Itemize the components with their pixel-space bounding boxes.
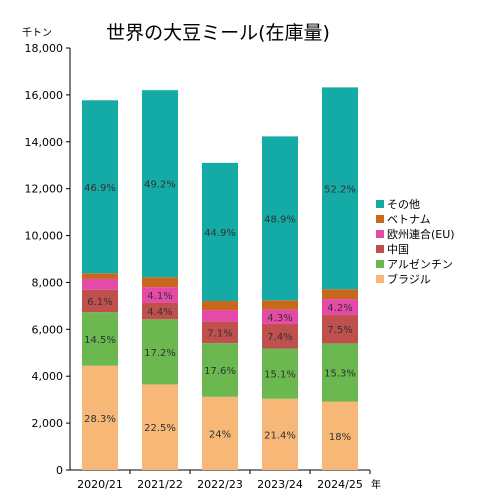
legend-label: アルゼンチン xyxy=(387,258,453,271)
bar-segment xyxy=(202,343,238,397)
data-label: 7.1% xyxy=(207,328,232,339)
bar-segment xyxy=(202,310,238,322)
y-tick-label: 10,000 xyxy=(25,230,64,243)
bar-segment xyxy=(82,365,118,470)
bar-segment xyxy=(262,300,298,310)
data-label: 52.2% xyxy=(324,184,356,195)
y-tick-label: 2,000 xyxy=(32,417,64,430)
bar-segment xyxy=(262,398,298,470)
bar-segment xyxy=(322,401,358,470)
data-label: 14.5% xyxy=(84,335,116,346)
data-label: 46.9% xyxy=(84,183,116,194)
x-tick-label: 2022/23 xyxy=(197,478,243,491)
bar-segment xyxy=(82,273,118,279)
legend-swatch xyxy=(376,200,384,208)
bar-segment xyxy=(82,278,118,290)
bar-segment xyxy=(322,315,358,344)
x-axis-ticks: 2020/21 2021/22 2022/23 2023/24 2024/25 xyxy=(77,470,371,491)
bar-segment xyxy=(322,343,358,402)
y-tick-label: 16,000 xyxy=(25,89,64,102)
bar-segment xyxy=(202,396,238,470)
data-label: 4.1% xyxy=(147,291,172,302)
bar-segment xyxy=(262,323,298,349)
x-tick-label: 2020/21 xyxy=(77,478,123,491)
data-label: 17.6% xyxy=(204,366,236,377)
bar-segment xyxy=(82,289,118,313)
data-label: 17.2% xyxy=(144,348,176,359)
y-tick-label: 12,000 xyxy=(25,183,64,196)
legend-label: ベトナム xyxy=(387,213,431,226)
bar-segment xyxy=(202,162,238,301)
data-label: 44.9% xyxy=(204,228,236,239)
data-label: 4.3% xyxy=(267,313,292,324)
data-label: 4.4% xyxy=(147,307,172,318)
bar-segment xyxy=(202,300,238,311)
y-tick-label: 6,000 xyxy=(32,323,64,336)
bar-stacks: 28.3% 14.5% 6.1% 46.9% 22.5% 17.2% 4.4% 4.1% 49.… xyxy=(82,87,358,470)
y-tick-label: 8,000 xyxy=(32,276,64,289)
bar-segment xyxy=(262,348,298,399)
bar-segment xyxy=(142,302,178,320)
data-label: 4.2% xyxy=(327,303,352,314)
data-label: 24% xyxy=(209,429,231,440)
y-tick-label: 14,000 xyxy=(25,136,64,149)
bar-segment xyxy=(142,384,178,470)
data-label: 7.4% xyxy=(267,332,292,343)
legend-label: 欧州連合(EU) xyxy=(387,227,455,241)
bar-segment xyxy=(142,90,178,278)
bar-segment xyxy=(322,87,358,290)
legend-label: 中国 xyxy=(387,243,409,256)
bar-segment xyxy=(82,312,118,366)
data-label: 7.5% xyxy=(327,325,352,336)
data-label: 6.1% xyxy=(87,297,112,308)
data-label: 21.4% xyxy=(264,430,296,441)
bar-segment xyxy=(142,287,178,303)
y-tick-label: 0 xyxy=(56,464,63,477)
data-label: 18% xyxy=(329,432,351,443)
data-label: 49.2% xyxy=(144,180,176,191)
chart-title: 世界の大豆ミール(在庫量) xyxy=(106,22,330,44)
x-tick-label: 2021/22 xyxy=(137,478,183,491)
data-label: 15.1% xyxy=(264,370,296,381)
bar-segment xyxy=(82,100,118,274)
data-label: 22.5% xyxy=(144,423,176,434)
legend-swatch xyxy=(376,275,384,283)
y-tick-label: 4,000 xyxy=(32,370,64,383)
bar-segment xyxy=(202,321,238,344)
y-axis-ticks: 0 2,000 4,000 6,000 8,000 10,000 12,000 14,000 1… xyxy=(25,42,70,477)
data-label: 28.3% xyxy=(84,414,116,425)
bar-segment xyxy=(322,299,358,316)
bar-segment xyxy=(262,309,298,324)
bar-segment xyxy=(262,136,298,301)
data-label: 48.9% xyxy=(264,214,296,225)
legend-swatch xyxy=(376,245,384,253)
data-label: 15.3% xyxy=(324,368,356,379)
legend-label: その他 xyxy=(387,198,420,211)
bar-segment xyxy=(142,277,178,288)
x-tick-label: 2024/25 xyxy=(317,478,363,491)
bar-segment xyxy=(142,319,178,385)
legend-swatch xyxy=(376,230,384,238)
bar-segment xyxy=(322,289,358,300)
legend-swatch xyxy=(376,260,384,268)
legend-swatch xyxy=(376,215,384,223)
x-axis-unit-label: 年 xyxy=(371,478,381,491)
legend-label: ブラジル xyxy=(387,272,431,286)
y-tick-label: 18,000 xyxy=(25,42,64,55)
x-tick-label: 2023/24 xyxy=(257,478,303,491)
y-axis-unit-label: 千トン xyxy=(22,27,52,39)
